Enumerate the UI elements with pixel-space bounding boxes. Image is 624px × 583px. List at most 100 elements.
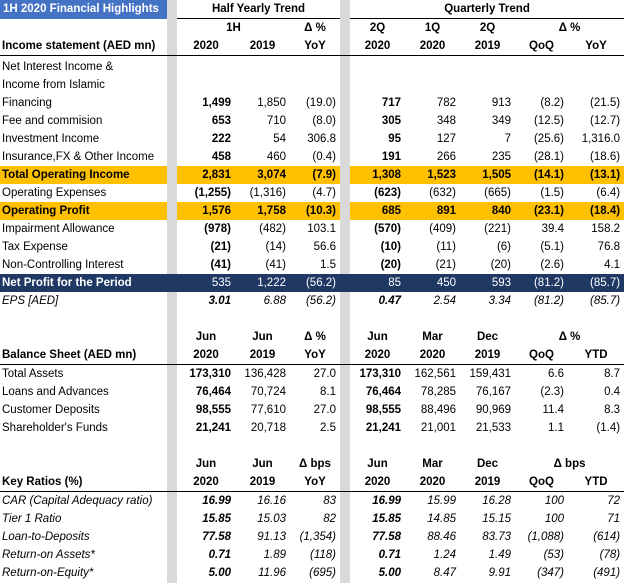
value-cell: 1.1: [548, 421, 565, 434]
value-cell: 77,610: [250, 403, 286, 416]
value-cell: 235: [491, 150, 512, 163]
value-cell: 16.28: [482, 494, 512, 507]
value-cell: (18.6): [590, 150, 621, 163]
column-header: YoY: [290, 346, 341, 365]
column-header: 2019: [460, 346, 516, 365]
value-cell: (11): [436, 240, 457, 253]
section-label: Balance Sheet (AED mn): [0, 346, 167, 365]
value-cell: (665): [484, 186, 512, 199]
value-cell: (614): [593, 530, 621, 543]
spacer: [340, 346, 351, 365]
value-cell: 77.58: [202, 530, 231, 543]
spacer: [340, 55, 351, 112]
data-row: Non-Controlling Interest (41) (41) 1.5 (20) (…: [0, 256, 624, 274]
value-cell: (10): [380, 240, 402, 253]
value-cell: 88.46: [427, 530, 457, 543]
empty-cell: [177, 437, 340, 455]
spacer: [340, 546, 351, 564]
value-cell: 98,555: [365, 403, 402, 416]
empty-cell: [350, 310, 624, 328]
value-cell: (1,088): [527, 530, 565, 543]
column-header: 2Q: [479, 21, 496, 34]
column-header: Δ %: [304, 21, 326, 34]
data-row: Total Operating Income 2,831 3,074 (7.9) 1,3…: [0, 166, 624, 184]
title-row: 1H 2020 Financial Highlights Half Yearly…: [0, 0, 624, 19]
column-header: Jun: [367, 330, 388, 343]
column-header-row: Jun Jun Δ % Jun Mar Dec Δ %: [0, 328, 624, 346]
row-label: Total Operating Income: [0, 166, 167, 184]
value-cell: 98,555: [195, 403, 231, 416]
spacer: [167, 401, 177, 419]
value-cell: (1,354): [299, 530, 337, 543]
row-label-line: Income from Islamic: [2, 79, 105, 91]
spacer: [167, 292, 177, 310]
data-row: Operating Expenses (1,255) (1,316) (4.7) (62…: [0, 184, 624, 202]
blank-row: [0, 310, 624, 328]
value-cell: 54: [273, 132, 286, 145]
spacer: [167, 328, 177, 346]
value-cell: 162,561: [414, 367, 457, 380]
value-cell: 685: [350, 202, 406, 220]
value-cell: 891: [405, 202, 461, 220]
value-cell: 83.73: [482, 530, 512, 543]
spacer: [340, 328, 351, 346]
empty-cell: [177, 310, 340, 328]
spacer: [167, 274, 177, 292]
value-cell: 159,431: [469, 367, 512, 380]
value-cell: 7: [504, 132, 512, 145]
spacer: [340, 564, 351, 583]
row-label: Operating Expenses: [2, 186, 107, 199]
row-label: Customer Deposits: [2, 403, 100, 416]
column-header-row: Jun Jun Δ bps Jun Mar Dec Δ bps: [0, 455, 624, 473]
spacer: [167, 383, 177, 401]
value-cell: (18.4): [568, 202, 624, 220]
column-header: 2020: [405, 346, 461, 365]
column-header: QoQ: [515, 346, 569, 365]
value-cell: 191: [381, 150, 402, 163]
value-cell: 450: [405, 274, 461, 292]
value-cell: 0.4: [604, 385, 621, 398]
value-cell: 100: [544, 494, 565, 507]
column-header: 2020: [405, 473, 461, 492]
value-cell: 913: [491, 97, 512, 109]
value-cell: 1,523: [405, 166, 461, 184]
value-cell: (13.1): [568, 166, 624, 184]
spacer: [340, 401, 351, 419]
column-header: 2019: [460, 473, 516, 492]
value-cell: 8.47: [433, 567, 457, 579]
value-cell: 136,428: [244, 367, 286, 380]
spacer: [340, 419, 351, 437]
column-header: 2Q: [369, 21, 386, 34]
spacer: [340, 292, 351, 310]
column-header-row: Balance Sheet (AED mn) 2020 2019 YoY 2020 202…: [0, 346, 624, 365]
value-cell: 593: [460, 274, 516, 292]
value-cell: 349: [491, 114, 512, 127]
spacer: [167, 166, 177, 184]
value-cell: (8.2): [540, 97, 565, 109]
value-cell: (20): [380, 258, 402, 271]
value-cell: 222: [211, 132, 231, 145]
value-cell: (28.1): [533, 150, 565, 163]
spacer: [340, 437, 351, 455]
empty-cell: [0, 310, 167, 328]
value-cell: (23.1): [515, 202, 569, 220]
spacer: [167, 0, 177, 19]
value-cell: 1,222: [235, 274, 290, 292]
value-cell: 1,499: [202, 97, 231, 109]
value-cell: 8.7: [604, 367, 621, 380]
column-header: QoQ: [515, 473, 569, 492]
column-header: 2020: [177, 346, 235, 365]
column-header: 2019: [460, 37, 516, 56]
column-header: Dec: [476, 330, 499, 343]
data-row: Return-on Assets* 0.71 1.89 (118) 0.71 1.24 1.…: [0, 546, 624, 564]
value-cell: 1.24: [433, 548, 457, 561]
value-cell: 8.3: [604, 403, 621, 416]
value-cell: 1,758: [235, 202, 290, 220]
column-header: Jun: [367, 457, 388, 470]
value-cell: 306.8: [307, 132, 337, 145]
table-title: 1H 2020 Financial Highlights: [0, 0, 167, 19]
value-cell: (8.0): [312, 114, 337, 127]
spacer: [340, 238, 351, 256]
column-header: YoY: [290, 37, 341, 56]
data-row: Loans and Advances 76,464 70,724 8.1 76,464 7…: [0, 383, 624, 401]
